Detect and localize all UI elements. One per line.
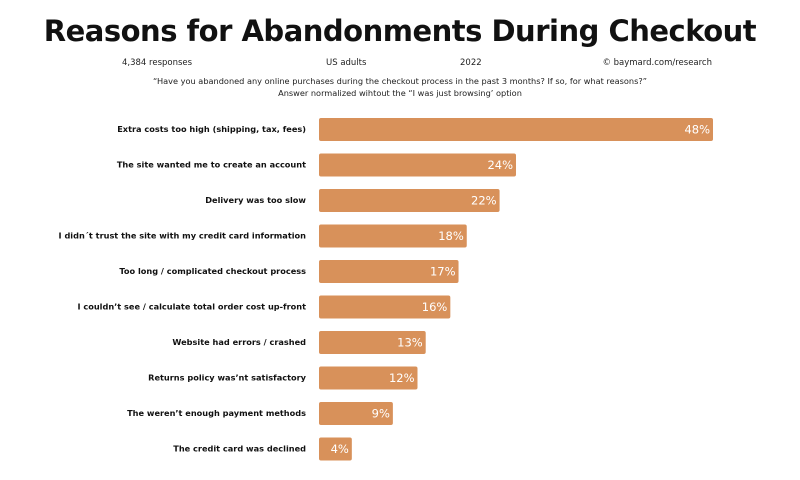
bar-value-label: 16% [422,300,448,314]
bar-value-label: 13% [397,336,423,350]
category-label: Too long / complicated checkout process [119,266,306,276]
bar [319,118,713,141]
bar-value-label: 22% [471,194,497,208]
bar [319,437,352,461]
category-label: Returns policy was’nt satisfactory [148,373,307,383]
bar [319,402,393,425]
bar-value-label: 18% [438,229,464,243]
bar [319,153,516,177]
audience-label: US adults [326,58,367,68]
bar [319,366,418,390]
bar [319,224,467,248]
bar-value-label: 12% [389,371,415,385]
chart-title: Reasons for Abandonments During Checkout [43,14,757,48]
category-label: Website had errors / crashed [172,337,306,347]
bar [319,260,459,283]
year-label: 2022 [460,58,482,68]
bar-value-label: 48% [684,123,710,137]
survey-question: “Have you abandoned any online purchases… [153,76,647,86]
bar-value-label: 24% [487,158,513,172]
source-credit: © baymard.com/research [602,58,712,68]
responses-count: 4,384 responses [122,58,193,68]
bar-value-label: 9% [372,407,390,421]
bar [319,295,451,319]
bar [319,331,426,354]
bar-value-label: 17% [430,265,456,279]
bar-value-label: 4% [331,442,349,456]
normalization-note: Answer normalized wihtout the “I was jus… [278,88,522,98]
category-label: The weren’t enough payment methods [127,408,306,418]
category-label: I didn´t trust the site with my credit c… [59,231,307,241]
category-label: I couldn’t see / calculate total order c… [77,302,306,312]
category-label: Extra costs too high (shipping, tax, fee… [117,124,306,134]
category-label: The credit card was declined [173,444,306,454]
category-label: Delivery was too slow [205,195,306,205]
bar [319,189,500,212]
category-label: The site wanted me to create an account [117,160,306,170]
